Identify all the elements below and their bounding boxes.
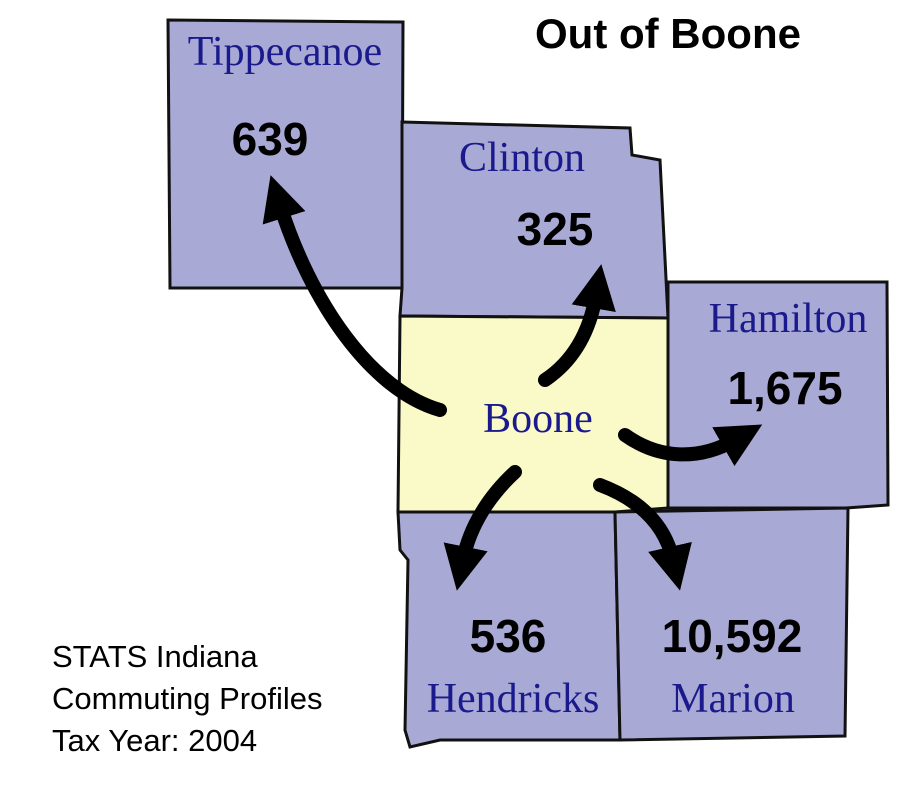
origin-name: Boone	[483, 396, 593, 442]
arrow	[262, 175, 447, 417]
source-line: Commuting Profiles	[52, 681, 322, 716]
title: Out of Boone	[535, 10, 801, 57]
county-name: Marion	[671, 676, 795, 722]
arrow	[538, 264, 616, 387]
source-line: Tax Year: 2004	[52, 723, 257, 758]
county-count: 1,675	[727, 362, 842, 414]
county-count: 325	[517, 203, 594, 255]
county-name: Tippecanoe	[188, 29, 382, 75]
county-count: 10,592	[662, 610, 803, 662]
source-line: STATS Indiana	[52, 639, 258, 674]
arrow	[618, 424, 763, 467]
county-name: Clinton	[459, 135, 585, 181]
arrow	[593, 478, 692, 591]
county-name: Hendricks	[427, 676, 600, 722]
county-count: 536	[470, 610, 547, 662]
county-count: 639	[232, 113, 309, 165]
arrow	[443, 465, 522, 591]
county-name: Hamilton	[709, 296, 868, 342]
